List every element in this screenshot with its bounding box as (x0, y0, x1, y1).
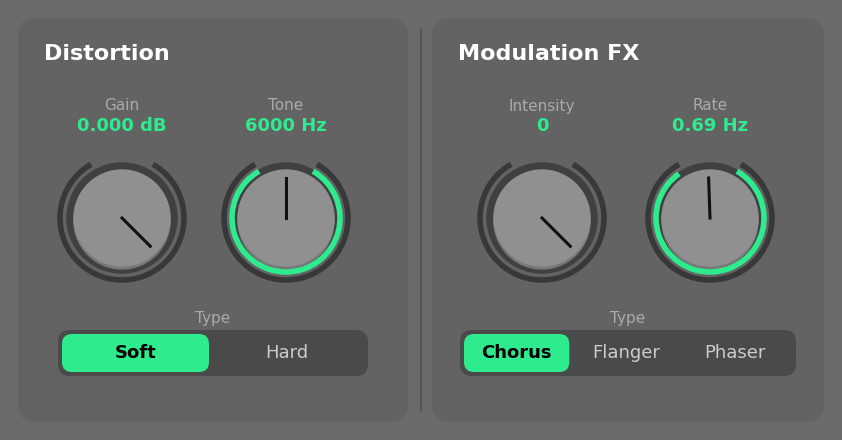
Circle shape (487, 163, 597, 273)
Text: Intensity: Intensity (509, 99, 575, 114)
Text: Modulation FX: Modulation FX (458, 44, 639, 64)
Circle shape (662, 173, 758, 269)
FancyBboxPatch shape (460, 330, 796, 376)
Text: 6000 Hz: 6000 Hz (245, 117, 327, 135)
Circle shape (494, 173, 590, 269)
Circle shape (74, 170, 170, 266)
Text: Soft: Soft (115, 344, 157, 362)
Circle shape (231, 163, 341, 273)
FancyBboxPatch shape (18, 18, 408, 422)
Text: Tone: Tone (269, 99, 304, 114)
Text: Flanger: Flanger (592, 344, 660, 362)
Text: Chorus: Chorus (482, 344, 552, 362)
FancyBboxPatch shape (58, 330, 368, 376)
Circle shape (662, 170, 758, 266)
FancyBboxPatch shape (62, 334, 209, 372)
Text: Hard: Hard (265, 344, 308, 362)
FancyBboxPatch shape (464, 334, 569, 372)
Text: 0: 0 (536, 117, 548, 135)
Circle shape (655, 163, 765, 273)
Text: Type: Type (195, 311, 231, 326)
Text: Phaser: Phaser (705, 344, 766, 362)
Text: Type: Type (610, 311, 646, 326)
Circle shape (494, 170, 590, 266)
Circle shape (238, 170, 334, 266)
FancyBboxPatch shape (432, 18, 824, 422)
Text: Gain: Gain (104, 99, 140, 114)
Text: 0.000 dB: 0.000 dB (77, 117, 167, 135)
Text: 0.69 Hz: 0.69 Hz (672, 117, 748, 135)
Text: Distortion: Distortion (44, 44, 170, 64)
Circle shape (238, 173, 334, 269)
Circle shape (67, 163, 177, 273)
Text: Rate: Rate (692, 99, 727, 114)
Circle shape (74, 173, 170, 269)
